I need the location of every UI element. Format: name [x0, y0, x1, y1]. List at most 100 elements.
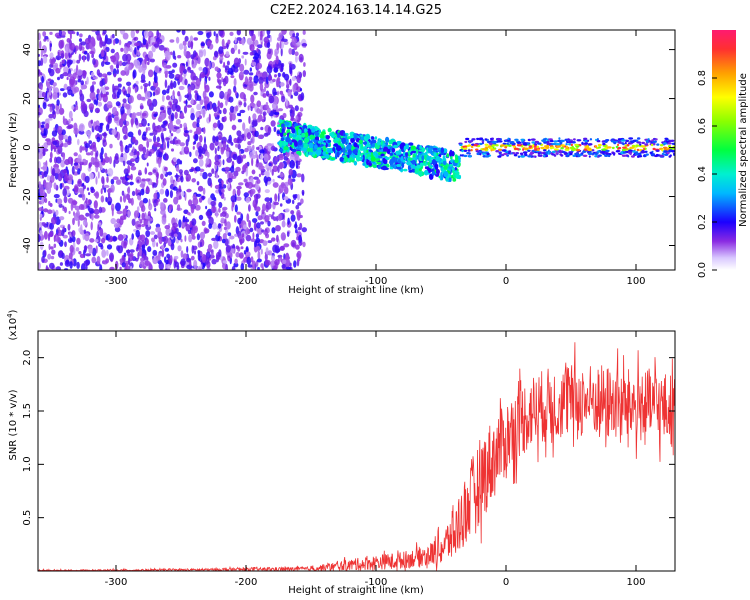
- heatmap-cell: [153, 74, 158, 84]
- heatmap-cell: [238, 101, 243, 106]
- heatmap-cell: [164, 79, 168, 89]
- heatmap-cell: [76, 261, 80, 269]
- heatmap-cell: [265, 170, 270, 178]
- heatmap-cell: [129, 181, 134, 186]
- heatmap-cell: [385, 157, 390, 160]
- heatmap-cell: [446, 153, 450, 158]
- heatmap-cell: [40, 57, 44, 66]
- heatmap-cell: [139, 219, 143, 224]
- heatmap-cell: [296, 113, 301, 123]
- heatmap-cell: [129, 152, 134, 157]
- heatmap-cell: [246, 213, 250, 223]
- heatmap-cell: [208, 91, 214, 98]
- heatmap-cell: [244, 251, 251, 258]
- heatmap-cell: [100, 165, 103, 171]
- heatmap-cell: [102, 30, 107, 35]
- heatmap-cell: [509, 141, 515, 144]
- heatmap-cell: [142, 131, 147, 137]
- heatmap-cell: [290, 210, 295, 215]
- heatmap-cell: [507, 137, 510, 140]
- heatmap-cell: [110, 55, 117, 63]
- heatmap-cell: [268, 95, 275, 104]
- heatmap-cell: [383, 146, 389, 152]
- heatmap-cell: [197, 30, 204, 36]
- heatmap-cell: [336, 133, 341, 138]
- heatmap-cell: [79, 187, 83, 195]
- heatmap-cell: [161, 124, 166, 129]
- heatmap-cell: [114, 156, 120, 165]
- heatmap-cell: [629, 146, 635, 149]
- heatmap-cell: [247, 264, 253, 268]
- heatmap-cell: [298, 71, 303, 79]
- heatmap-cell: [584, 142, 589, 145]
- heatmap-cell: [122, 113, 128, 117]
- heatmap-cell: [175, 217, 178, 224]
- heatmap-cell: [125, 103, 131, 110]
- heatmap-cell: [221, 238, 226, 244]
- heatmap-cell: [298, 234, 302, 243]
- heatmap-cell: [38, 53, 41, 57]
- heatmap-cell: [46, 221, 49, 226]
- heatmap-cell: [164, 256, 167, 263]
- heatmap-cell: [85, 212, 90, 217]
- heatmap-cell: [284, 208, 290, 213]
- heatmap-cell: [277, 90, 280, 96]
- heatmap-cell: [198, 66, 203, 71]
- heatmap-cell: [101, 249, 107, 258]
- heatmap-cell: [189, 35, 194, 43]
- heatmap-cell: [214, 184, 220, 190]
- heatmap-cell: [362, 154, 365, 161]
- heatmap-cell: [203, 96, 210, 105]
- heatmap-cell: [296, 147, 302, 150]
- heatmap-cell: [257, 250, 261, 260]
- heatmap-cell: [250, 188, 256, 195]
- heatmap-cell: [119, 266, 122, 270]
- heatmap-cell: [171, 229, 174, 238]
- heatmap-cell: [68, 210, 71, 215]
- heatmap-cell: [38, 221, 43, 230]
- heatmap-cell: [148, 80, 151, 87]
- heatmap-cell: [67, 124, 74, 129]
- heatmap-cell: [257, 30, 261, 37]
- heatmap-cell: [564, 152, 568, 155]
- heatmap-cell: [133, 37, 136, 41]
- heatmap-cell: [268, 74, 273, 82]
- heatmap-cell: [44, 250, 47, 257]
- heatmap-cell: [421, 155, 425, 161]
- heatmap-cell: [162, 120, 168, 125]
- snr-frame: [37, 330, 676, 572]
- heatmap-cell: [229, 105, 235, 113]
- heatmap-cell: [38, 104, 41, 108]
- heatmap-cell: [264, 197, 271, 203]
- heatmap-cell: [185, 61, 188, 67]
- heatmap-cell: [626, 144, 630, 147]
- heatmap-cell: [234, 258, 238, 265]
- heatmap-cell: [96, 69, 101, 76]
- heatmap-cell: [126, 47, 131, 52]
- heatmap-cell: [62, 205, 65, 209]
- heatmap-cell: [628, 137, 634, 140]
- heatmap-cell: [115, 202, 121, 212]
- heatmap-cell: [452, 171, 457, 178]
- heatmap-cell: [141, 178, 147, 182]
- heatmap-cell: [105, 168, 108, 174]
- heatmap-cell: [188, 234, 193, 243]
- heatmap-cell: [142, 197, 148, 204]
- heatmap-cell: [184, 130, 190, 134]
- heatmap-cell: [106, 71, 112, 76]
- spectrogram-frame: [37, 29, 676, 271]
- heatmap-cell: [274, 245, 280, 254]
- heatmap-cell: [158, 262, 164, 270]
- heatmap-cell: [582, 154, 588, 157]
- heatmap-cell: [346, 144, 352, 151]
- heatmap-cell: [183, 122, 188, 128]
- heatmap-cell: [264, 189, 270, 194]
- heatmap-cell: [184, 94, 190, 99]
- heatmap-cell: [270, 145, 276, 152]
- heatmap-cell: [119, 196, 123, 203]
- heatmap-cell: [570, 146, 575, 149]
- heatmap-cell: [80, 80, 84, 86]
- heatmap-cell: [113, 85, 119, 91]
- heatmap-cell: [294, 51, 299, 56]
